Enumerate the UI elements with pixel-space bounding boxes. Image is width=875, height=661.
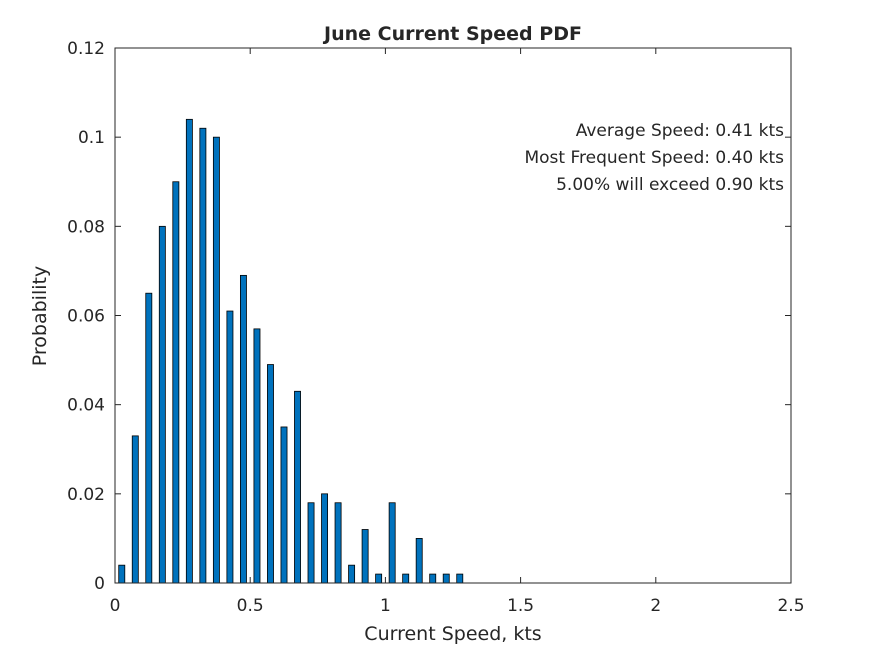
bar [348, 564, 356, 584]
bar [456, 573, 464, 584]
annotation-most-frequent-speed: Most Frequent Speed: 0.40 kts [524, 148, 784, 168]
y-tick-label: 0.1 [78, 128, 105, 148]
x-tick-label: 0 [110, 596, 121, 616]
bar [226, 310, 234, 584]
bar [118, 564, 126, 584]
x-tick-label: 2 [650, 596, 661, 616]
y-tick-label: 0.12 [67, 39, 105, 59]
bar [253, 328, 261, 584]
y-tick-label: 0.08 [67, 217, 105, 237]
bar [158, 225, 166, 584]
bar [239, 274, 247, 584]
bar [375, 573, 383, 584]
y-tick-label: 0.06 [67, 307, 105, 327]
bar [172, 181, 180, 584]
bar [361, 529, 369, 584]
bar [294, 390, 301, 584]
x-tick-label: 1.5 [507, 596, 534, 616]
annotation-average-speed: Average Speed: 0.41 kts [576, 121, 784, 141]
bar [199, 127, 207, 584]
bar [212, 136, 220, 584]
x-axis-label: Current Speed, kts [364, 623, 541, 645]
y-tick-label: 0.04 [67, 396, 105, 416]
bar [280, 426, 288, 584]
bar [307, 502, 315, 584]
bar [267, 364, 274, 584]
x-tick-label: 2.5 [777, 596, 804, 616]
x-tick-label: 1 [380, 596, 391, 616]
annotation-exceedance: 5.00% will exceed 0.90 kts [556, 175, 784, 195]
bar [442, 573, 450, 584]
y-tick-label: 0 [94, 574, 105, 594]
bar [145, 292, 153, 584]
bar [402, 573, 410, 584]
x-axis-ticks: 0 0.5 1 1.5 2 2.5 [110, 48, 805, 616]
bar [334, 502, 342, 584]
bar [429, 573, 437, 584]
bar [131, 435, 139, 584]
bar [415, 538, 423, 584]
bar [388, 502, 396, 584]
chart-title: June Current Speed PDF [322, 23, 582, 45]
x-tick-label: 0.5 [237, 596, 264, 616]
bar [185, 118, 193, 584]
bar [321, 493, 328, 584]
y-axis-label: Probability [29, 266, 51, 366]
y-axis-ticks: 0 0.02 0.04 0.06 0.08 0.1 0.12 [67, 39, 791, 594]
y-tick-label: 0.02 [67, 485, 105, 505]
